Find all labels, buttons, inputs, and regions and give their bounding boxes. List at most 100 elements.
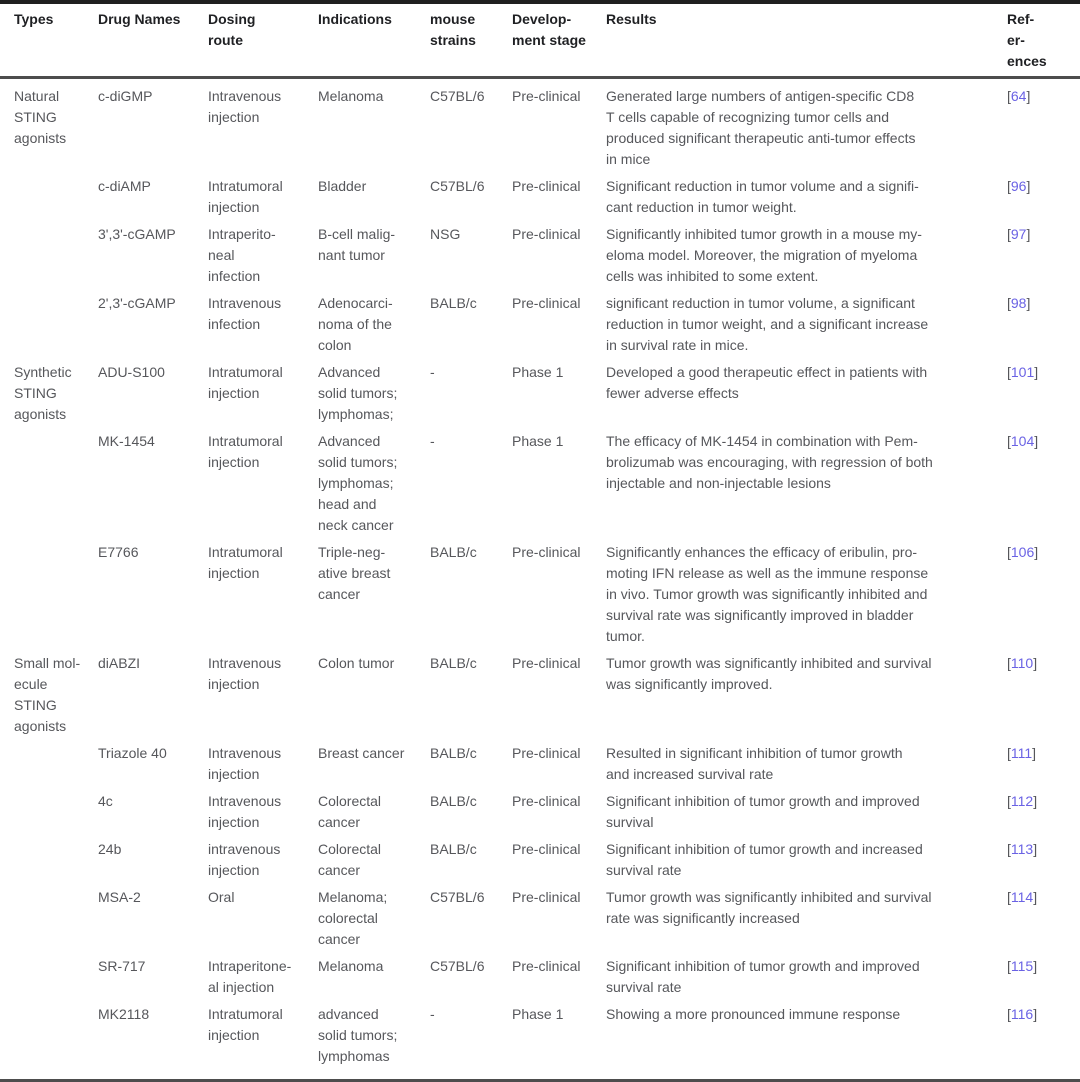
cell-results: Tumor growth was significantly inhibited… — [606, 889, 932, 926]
cell-results: Developed a good therapeutic effect in p… — [606, 364, 928, 401]
cell-indications: Melanoma — [318, 88, 384, 104]
cell-type — [0, 1004, 98, 1081]
cell-development-stage: Pre-clinical — [512, 841, 581, 857]
cell-results: Resulted in significant inhibition of tu… — [606, 745, 903, 782]
table-row: 24b intravenous injection Colorectal can… — [0, 839, 1080, 887]
cell-results: Tumor growth was significantly inhibited… — [606, 655, 932, 692]
table-row: 4c Intravenous injection Colorectal canc… — [0, 791, 1080, 839]
reference-link[interactable]: 113 — [1010, 841, 1034, 857]
cell-development-stage: Pre-clinical — [512, 958, 581, 974]
reference-link[interactable]: 111 — [1010, 745, 1033, 761]
cell-dosing-route: Intravenous injection — [208, 793, 282, 830]
cell-mouse-strain: BALB/c — [430, 841, 477, 857]
table-row: Natural STING agonists c-diGMP Intraveno… — [0, 78, 1080, 177]
cell-drug-name: c-diAMP — [98, 178, 151, 194]
reference-link[interactable]: 96 — [1010, 178, 1027, 194]
cell-development-stage: Pre-clinical — [512, 295, 581, 311]
table-row: E7766 Intratumoral injection Triple-neg-… — [0, 542, 1080, 653]
cell-results: Significant inhibition of tumor growth a… — [606, 958, 920, 995]
reference-bracket-open: [ — [1007, 889, 1011, 905]
cell-drug-name: ADU-S100 — [98, 364, 165, 380]
cell-results: Showing a more pronounced immune respons… — [606, 1006, 901, 1022]
table-row: 2',3'-cGAMP Intravenous infection Adenoc… — [0, 293, 1080, 362]
reference-link[interactable]: 106 — [1010, 544, 1035, 560]
reference-bracket-close: ] — [1026, 226, 1031, 242]
cell-indications: Colorectal cancer — [318, 793, 382, 830]
cell-reference: [97] — [995, 224, 1080, 293]
reference-link[interactable]: 104 — [1010, 433, 1035, 449]
cell-drug-name: Triazole 40 — [98, 745, 167, 761]
cell-dosing-route: Intraperito- neal infection — [208, 226, 276, 284]
reference-link[interactable]: 114 — [1010, 889, 1034, 905]
reference-bracket-close: ] — [1026, 178, 1031, 194]
cell-drug-name: 2',3'-cGAMP — [98, 295, 176, 311]
table-row: Synthetic STING agonists ADU-S100 Intrat… — [0, 362, 1080, 431]
reference-bracket-open: [ — [1007, 1006, 1011, 1022]
cell-dosing-route: Intravenous injection — [208, 88, 282, 125]
cell-type — [0, 293, 98, 362]
reference-bracket-open: [ — [1007, 364, 1011, 380]
reference-link[interactable]: 115 — [1010, 958, 1034, 974]
cell-results: Significant reduction in tumor volume an… — [606, 178, 919, 215]
reference-bracket-close: ] — [1034, 433, 1039, 449]
cell-reference: [110] — [995, 653, 1080, 743]
cell-development-stage: Phase 1 — [512, 1006, 564, 1022]
cell-reference: [114] — [995, 887, 1080, 956]
table-row: 3',3'-cGAMP Intraperito- neal infection … — [0, 224, 1080, 293]
cell-reference: [116] — [995, 1004, 1080, 1081]
table-row: SR-717 Intraperitone- al injection Melan… — [0, 956, 1080, 1004]
reference-bracket-open: [ — [1007, 226, 1011, 242]
cell-results: Significantly inhibited tumor growth in … — [606, 226, 922, 284]
reference-bracket-close: ] — [1033, 841, 1038, 857]
reference-link[interactable]: 97 — [1010, 226, 1027, 242]
reference-link[interactable]: 112 — [1010, 793, 1034, 809]
cell-reference: [96] — [995, 176, 1080, 224]
cell-indications: advanced solid tumors; lymphomas — [318, 1006, 398, 1064]
reference-bracket-open: [ — [1007, 958, 1011, 974]
reference-link[interactable]: 116 — [1010, 1006, 1034, 1022]
cell-indications: Breast cancer — [318, 745, 405, 761]
table-body: Natural STING agonists c-diGMP Intraveno… — [0, 78, 1080, 1081]
reference-link[interactable]: 64 — [1010, 88, 1027, 104]
cell-development-stage: Pre-clinical — [512, 889, 581, 905]
cell-drug-name: E7766 — [98, 544, 139, 560]
reference-bracket-open: [ — [1007, 433, 1011, 449]
reference-bracket-close: ] — [1033, 889, 1038, 905]
cell-results: Significant inhibition of tumor growth a… — [606, 841, 923, 878]
cell-mouse-strain: C57BL/6 — [430, 958, 485, 974]
reference-bracket-close: ] — [1026, 295, 1031, 311]
column-header-references: Ref- er- ences — [995, 2, 1080, 79]
cell-type: Synthetic STING agonists — [14, 364, 72, 422]
cell-results: Significantly enhances the efficacy of e… — [606, 544, 929, 644]
cell-type — [0, 176, 98, 224]
cell-development-stage: Phase 1 — [512, 433, 564, 449]
cell-dosing-route: Intravenous infection — [208, 295, 282, 332]
cell-development-stage: Pre-clinical — [512, 745, 581, 761]
table-row: MSA-2 Oral Melanoma; colorectal cancer C… — [0, 887, 1080, 956]
cell-indications: Colon tumor — [318, 655, 395, 671]
cell-type — [0, 743, 98, 791]
reference-bracket-close: ] — [1033, 958, 1038, 974]
reference-bracket-open: [ — [1007, 295, 1011, 311]
cell-drug-name: MSA-2 — [98, 889, 141, 905]
reference-bracket-open: [ — [1007, 655, 1011, 671]
table-row: Small mol- ecule STING agonists diABZI I… — [0, 653, 1080, 743]
reference-bracket-open: [ — [1007, 544, 1011, 560]
reference-link[interactable]: 110 — [1010, 655, 1034, 671]
cell-drug-name: MK-1454 — [98, 433, 155, 449]
cell-reference: [112] — [995, 791, 1080, 839]
reference-bracket-close: ] — [1033, 1006, 1038, 1022]
cell-dosing-route: Intraperitone- al injection — [208, 958, 292, 995]
reference-link[interactable]: 98 — [1010, 295, 1027, 311]
cell-mouse-strain: C57BL/6 — [430, 178, 485, 194]
cell-reference: [115] — [995, 956, 1080, 1004]
reference-link[interactable]: 101 — [1010, 364, 1035, 380]
reference-bracket-close: ] — [1033, 655, 1038, 671]
cell-mouse-strain: - — [430, 433, 435, 449]
cell-development-stage: Pre-clinical — [512, 793, 581, 809]
cell-development-stage: Pre-clinical — [512, 544, 581, 560]
cell-indications: Colorectal cancer — [318, 841, 382, 878]
cell-mouse-strain: BALB/c — [430, 544, 477, 560]
cell-dosing-route: Intratumoral injection — [208, 178, 283, 215]
column-header-types: Types — [0, 2, 98, 79]
